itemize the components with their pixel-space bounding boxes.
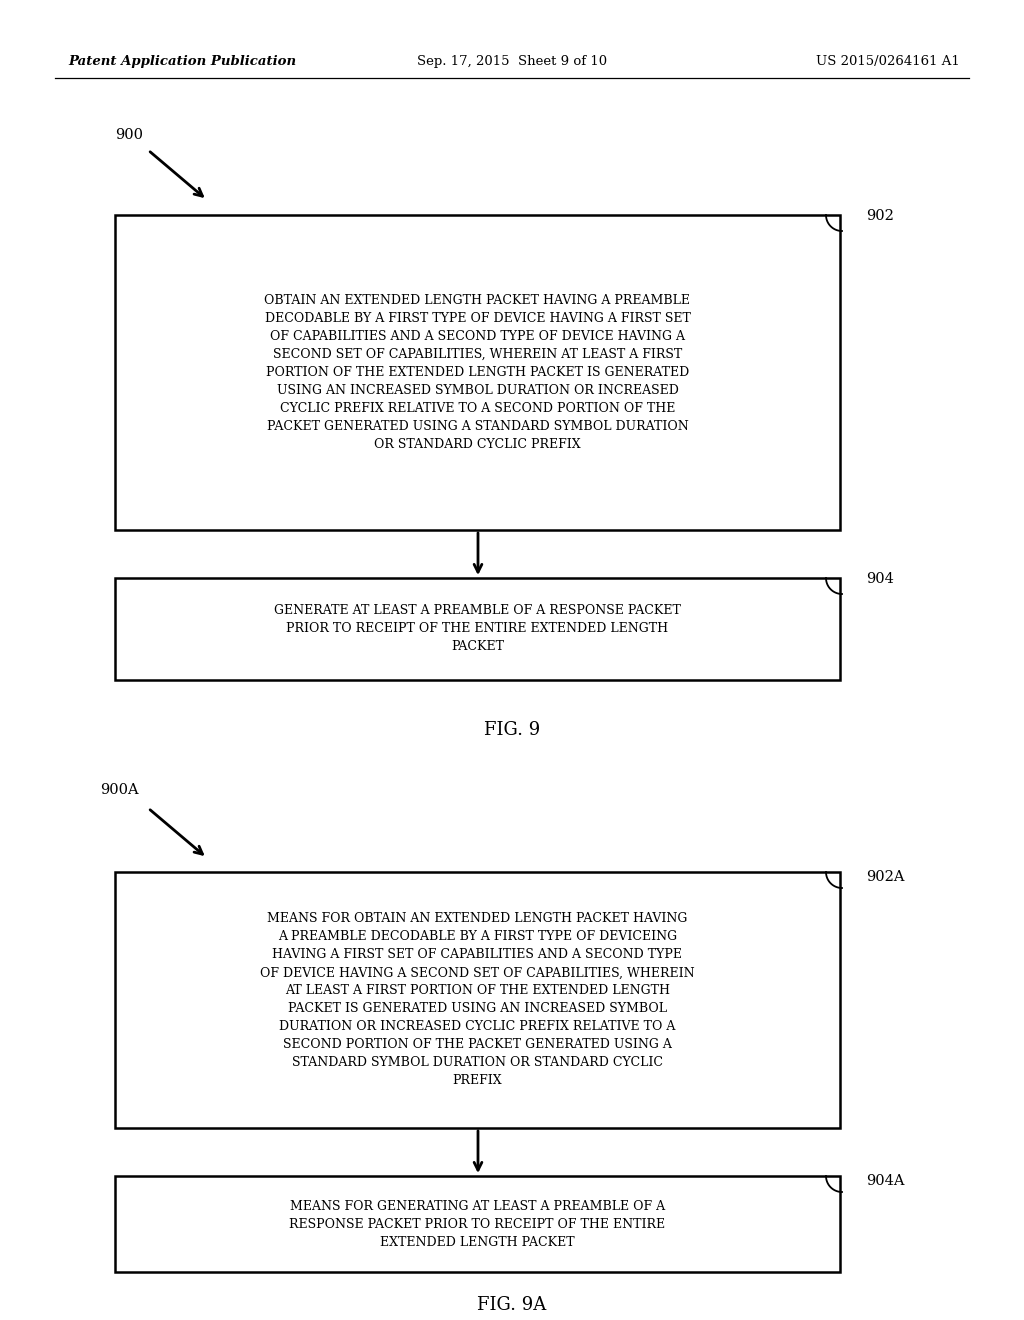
Text: 904A: 904A [866, 1173, 904, 1188]
Text: GENERATE AT LEAST A PREAMBLE OF A RESPONSE PACKET
PRIOR TO RECEIPT OF THE ENTIRE: GENERATE AT LEAST A PREAMBLE OF A RESPON… [274, 605, 681, 653]
Text: 900: 900 [115, 128, 143, 143]
Text: 902: 902 [866, 209, 894, 223]
Text: US 2015/0264161 A1: US 2015/0264161 A1 [816, 55, 961, 69]
Text: 900A: 900A [100, 783, 138, 797]
Text: Sep. 17, 2015  Sheet 9 of 10: Sep. 17, 2015 Sheet 9 of 10 [417, 55, 607, 69]
Text: FIG. 9: FIG. 9 [484, 721, 540, 739]
Bar [115, 1176, 840, 1272]
Text: 904: 904 [866, 572, 894, 586]
Text: OBTAIN AN EXTENDED LENGTH PACKET HAVING A PREAMBLE
DECODABLE BY A FIRST TYPE OF : OBTAIN AN EXTENDED LENGTH PACKET HAVING … [264, 294, 690, 451]
Bar [115, 873, 840, 1129]
Text: 902A: 902A [866, 870, 904, 884]
Bar [115, 578, 840, 680]
Text: MEANS FOR OBTAIN AN EXTENDED LENGTH PACKET HAVING
A PREAMBLE DECODABLE BY A FIRS: MEANS FOR OBTAIN AN EXTENDED LENGTH PACK… [260, 912, 695, 1088]
Text: Patent Application Publication: Patent Application Publication [68, 55, 296, 69]
Text: MEANS FOR GENERATING AT LEAST A PREAMBLE OF A
RESPONSE PACKET PRIOR TO RECEIPT O: MEANS FOR GENERATING AT LEAST A PREAMBLE… [290, 1200, 666, 1249]
Text: FIG. 9A: FIG. 9A [477, 1296, 547, 1313]
Bar [115, 215, 840, 531]
